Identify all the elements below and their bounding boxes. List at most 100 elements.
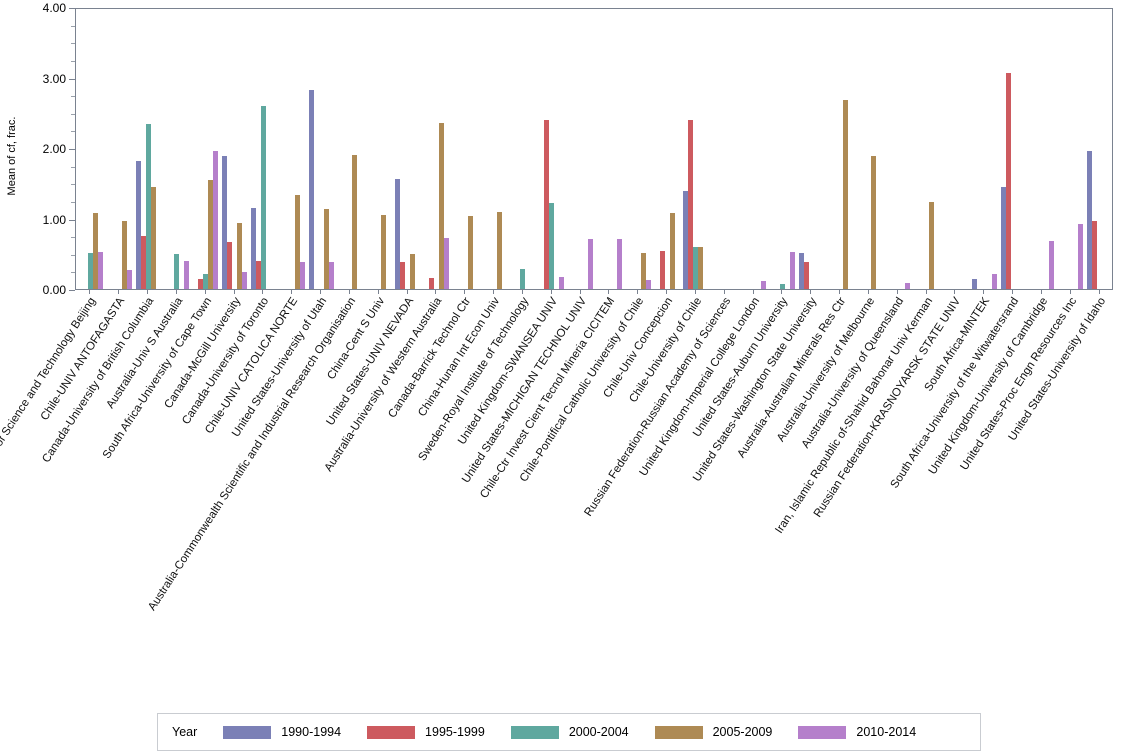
bar (929, 202, 935, 289)
legend-label: 1995-1999 (425, 725, 485, 739)
bar (150, 186, 156, 289)
bar (669, 212, 675, 289)
x-tick-mark (723, 290, 725, 294)
bar (140, 236, 146, 289)
bar (616, 238, 622, 289)
y-minor-tick-mark (71, 131, 75, 133)
x-tick-mark (118, 290, 120, 294)
x-tick-mark (406, 290, 408, 294)
x-tick-mark (493, 290, 495, 294)
legend-entry[interactable]: 2005-2009 (654, 725, 773, 739)
bar (1049, 241, 1055, 289)
legend-entry[interactable]: 1995-1999 (367, 725, 485, 739)
x-tick-mark (954, 290, 956, 294)
bar (242, 272, 248, 289)
bar (121, 221, 127, 289)
x-tick-mark (204, 290, 206, 294)
y-tick-mark (69, 8, 75, 9)
legend-label: 1990-1994 (281, 725, 342, 739)
x-tick-mark (377, 290, 379, 294)
y-minor-tick-mark (71, 201, 75, 203)
bar (255, 260, 261, 289)
x-tick-mark (320, 290, 322, 294)
y-minor-tick-mark (71, 25, 75, 27)
bar (683, 191, 689, 289)
legend-label: 2010-2014 (856, 725, 917, 739)
bar (250, 207, 256, 289)
x-tick-mark (1040, 290, 1042, 294)
bar (260, 105, 266, 289)
bar (1092, 221, 1098, 289)
legend-label: 2005-2009 (712, 725, 773, 739)
bar (544, 119, 550, 289)
y-minor-tick-mark (71, 113, 75, 115)
x-tick-mark (608, 290, 610, 294)
y-tick-label: 2.00 (42, 142, 66, 156)
bar (871, 156, 877, 289)
bar (227, 241, 233, 289)
bar (789, 251, 795, 289)
x-tick-mark (983, 290, 985, 294)
bar (698, 247, 704, 289)
bar (991, 273, 997, 289)
bar (328, 261, 334, 289)
y-minor-tick-mark (71, 43, 75, 45)
x-tick-mark (550, 290, 552, 294)
bar (352, 155, 358, 289)
bar (467, 216, 473, 289)
x-tick-mark (521, 290, 523, 294)
legend-entry[interactable]: 1990-1994 (223, 725, 341, 739)
bar (174, 253, 180, 289)
y-minor-tick-mark (71, 96, 75, 98)
bar (1005, 72, 1011, 289)
bar (496, 212, 502, 289)
legend-title: Year (172, 725, 198, 739)
y-tick-mark (69, 290, 75, 291)
y-minor-tick-mark (71, 184, 75, 186)
bar (549, 203, 555, 289)
bar (905, 282, 911, 289)
x-tick-mark (810, 290, 812, 294)
bar (693, 247, 699, 289)
y-minor-tick-mark (71, 272, 75, 274)
x-axis-labels: China-University of Science and Technolo… (0, 294, 1134, 694)
legend-color-swatch (367, 725, 416, 739)
legend-color-swatch (798, 725, 847, 739)
y-minor-tick-mark (71, 166, 75, 168)
legend: Year 1990-1994 1995-1999 2000-2004 2005-200… (157, 713, 981, 751)
bars-layer (76, 9, 1112, 289)
bar (323, 208, 329, 289)
bar (798, 253, 804, 289)
bar (92, 212, 98, 289)
x-tick-mark (1098, 290, 1100, 294)
x-tick-mark (896, 290, 898, 294)
x-tick-mark (1069, 290, 1071, 294)
bar (208, 180, 214, 289)
bar (640, 253, 646, 289)
bar (184, 260, 190, 289)
y-tick-label: 0.00 (42, 283, 66, 297)
bar (971, 279, 977, 289)
x-tick-mark (839, 290, 841, 294)
bar (803, 261, 809, 289)
bar (842, 100, 848, 289)
y-minor-tick-mark (71, 60, 75, 62)
bar (428, 277, 434, 289)
x-tick-mark (233, 290, 235, 294)
y-tick-mark (69, 78, 75, 80)
y-minor-tick-mark (71, 237, 75, 239)
bar (203, 273, 209, 289)
x-tick-mark (579, 290, 581, 294)
bar (308, 89, 314, 289)
legend-entries: 1990-1994 1995-1999 2000-2004 2005-2009 2010… (223, 725, 942, 739)
legend-entry[interactable]: 2000-2004 (510, 725, 629, 739)
bar (410, 254, 416, 289)
bar (559, 277, 565, 289)
bar (222, 156, 228, 289)
bar (659, 250, 665, 289)
bar (213, 150, 219, 289)
bar (395, 179, 401, 289)
x-tick-mark (694, 290, 696, 294)
legend-entry[interactable]: 2010-2014 (798, 725, 916, 739)
